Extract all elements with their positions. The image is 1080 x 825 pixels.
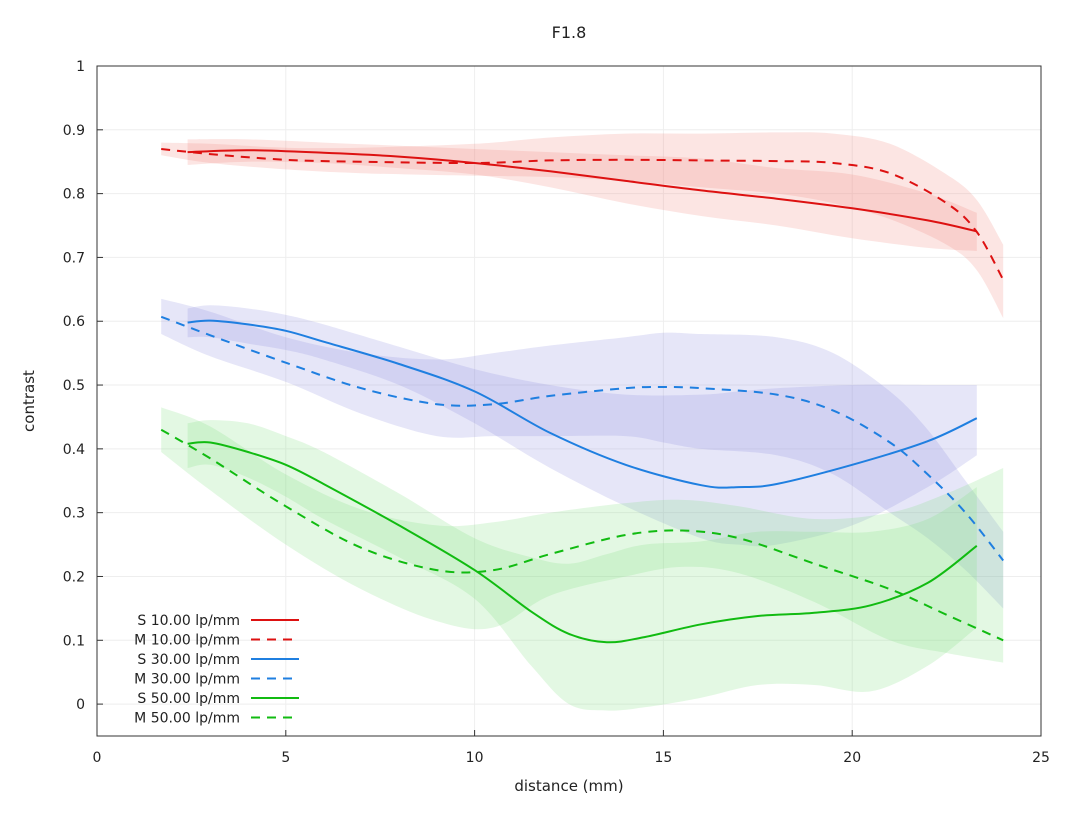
- x-tick-label: 15: [654, 750, 672, 766]
- series-line-s-50-00-lp-mm: [187, 441, 978, 644]
- y-axis-title: contrast: [20, 370, 38, 432]
- legend-label: M 50.00 lp/mm: [134, 711, 240, 727]
- y-tick-label: 0.6: [63, 314, 85, 330]
- legend-label: S 10.00 lp/mm: [137, 613, 240, 629]
- x-tick-label: 5: [281, 750, 290, 766]
- band-s-10-00-lp-mm: [187, 139, 977, 251]
- series-line-m-30-00-lp-mm: [160, 315, 1004, 562]
- legend: S 10.00 lp/mm M 10.00 lp/mm S 30.00 lp/mm M…: [134, 613, 299, 727]
- x-tick-label: 20: [843, 750, 861, 766]
- y-tick-label: 1: [76, 59, 85, 75]
- x-axis-title: distance (mm): [514, 777, 623, 795]
- band-m-30-00-lp-mm: [161, 298, 1004, 609]
- series-lines: [160, 148, 1005, 644]
- band-m-50-00-lp-mm: [161, 407, 1004, 663]
- y-tick-label: 0.4: [63, 442, 85, 458]
- y-tick-label: 0.1: [63, 633, 85, 649]
- y-tick-label: 0.2: [63, 569, 85, 585]
- x-tick-label: 0: [93, 750, 102, 766]
- confidence-bands: [161, 132, 1004, 711]
- x-tick-label: 25: [1032, 750, 1050, 766]
- series-line-m-10-00-lp-mm: [161, 148, 1005, 281]
- y-tick-label: 0.9: [63, 123, 85, 139]
- axis-ticks: 0 5 10 15 20 25 0 0.1 0.2 0.3 0.4 0.5 0.6 0.7 0.8 0.9 1: [63, 59, 1050, 766]
- chart-title: F1.8: [552, 23, 587, 42]
- y-tick-label: 0.8: [63, 187, 85, 203]
- y-tick-label: 0.7: [63, 250, 85, 266]
- x-tick-label: 10: [466, 750, 484, 766]
- series-line-s-10-00-lp-mm: [187, 149, 978, 233]
- y-tick-label: 0.3: [63, 506, 85, 522]
- y-tick-label: 0: [76, 697, 85, 713]
- plot-frame: [96, 65, 1042, 737]
- y-tick-label: 0.5: [63, 378, 85, 394]
- band-s-50-00-lp-mm: [187, 420, 977, 711]
- legend-label: M 30.00 lp/mm: [134, 672, 240, 688]
- legend-label: S 50.00 lp/mm: [137, 691, 240, 707]
- series-line-s-30-00-lp-mm: [187, 319, 978, 489]
- band-m-10-00-lp-mm: [161, 132, 1004, 318]
- band-s-30-00-lp-mm: [187, 305, 977, 547]
- series-line-m-50-00-lp-mm: [160, 428, 1004, 642]
- legend-label: S 30.00 lp/mm: [137, 652, 240, 668]
- legend-label: M 10.00 lp/mm: [134, 633, 240, 649]
